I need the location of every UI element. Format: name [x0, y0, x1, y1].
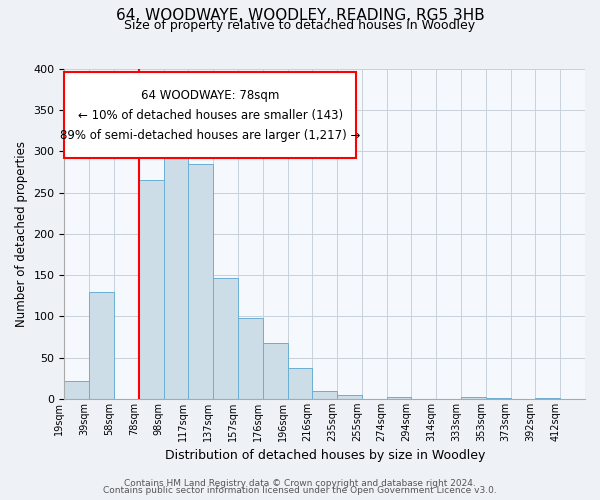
Bar [337, 395, 362, 399]
Text: Contains HM Land Registry data © Crown copyright and database right 2024.: Contains HM Land Registry data © Crown c… [124, 478, 476, 488]
Bar [139, 180, 164, 399]
Bar [535, 398, 560, 399]
Text: 64, WOODWAYE, WOODLEY, READING, RG5 3HB: 64, WOODWAYE, WOODLEY, READING, RG5 3HB [116, 8, 484, 22]
X-axis label: Distribution of detached houses by size in Woodley: Distribution of detached houses by size … [164, 450, 485, 462]
Bar [486, 398, 511, 399]
Bar [164, 153, 188, 399]
Bar [287, 368, 313, 399]
Bar [238, 318, 263, 399]
Text: Contains public sector information licensed under the Open Government Licence v3: Contains public sector information licen… [103, 486, 497, 495]
Bar [386, 397, 412, 399]
Bar [461, 397, 486, 399]
Text: 64 WOODWAYE: 78sqm
← 10% of detached houses are smaller (143)
89% of semi-detach: 64 WOODWAYE: 78sqm ← 10% of detached hou… [60, 88, 361, 142]
Bar [188, 164, 213, 399]
Bar [263, 343, 287, 399]
Bar [213, 278, 238, 399]
Text: Size of property relative to detached houses in Woodley: Size of property relative to detached ho… [124, 18, 476, 32]
Y-axis label: Number of detached properties: Number of detached properties [15, 141, 28, 327]
Bar [313, 392, 337, 399]
Bar [64, 380, 89, 399]
Bar [89, 292, 114, 399]
